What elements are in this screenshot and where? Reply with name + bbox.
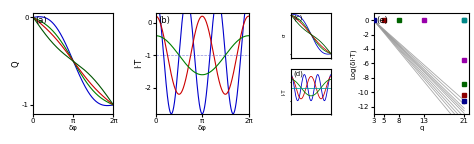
Text: (e): (e) <box>376 16 388 25</box>
Y-axis label: Log(δI·T): Log(δI·T) <box>350 48 356 79</box>
Text: (a): (a) <box>36 16 47 25</box>
X-axis label: q: q <box>419 125 424 131</box>
Y-axis label: I·T: I·T <box>134 58 143 68</box>
Y-axis label: σ: σ <box>282 34 287 37</box>
X-axis label: δφ: δφ <box>198 125 207 131</box>
Text: (d): (d) <box>293 70 303 77</box>
X-axis label: δφ: δφ <box>69 125 78 131</box>
Y-axis label: Q: Q <box>12 60 21 67</box>
Text: (b): (b) <box>159 16 171 25</box>
Text: (c): (c) <box>293 14 302 21</box>
Y-axis label: I·T: I·T <box>282 88 287 95</box>
